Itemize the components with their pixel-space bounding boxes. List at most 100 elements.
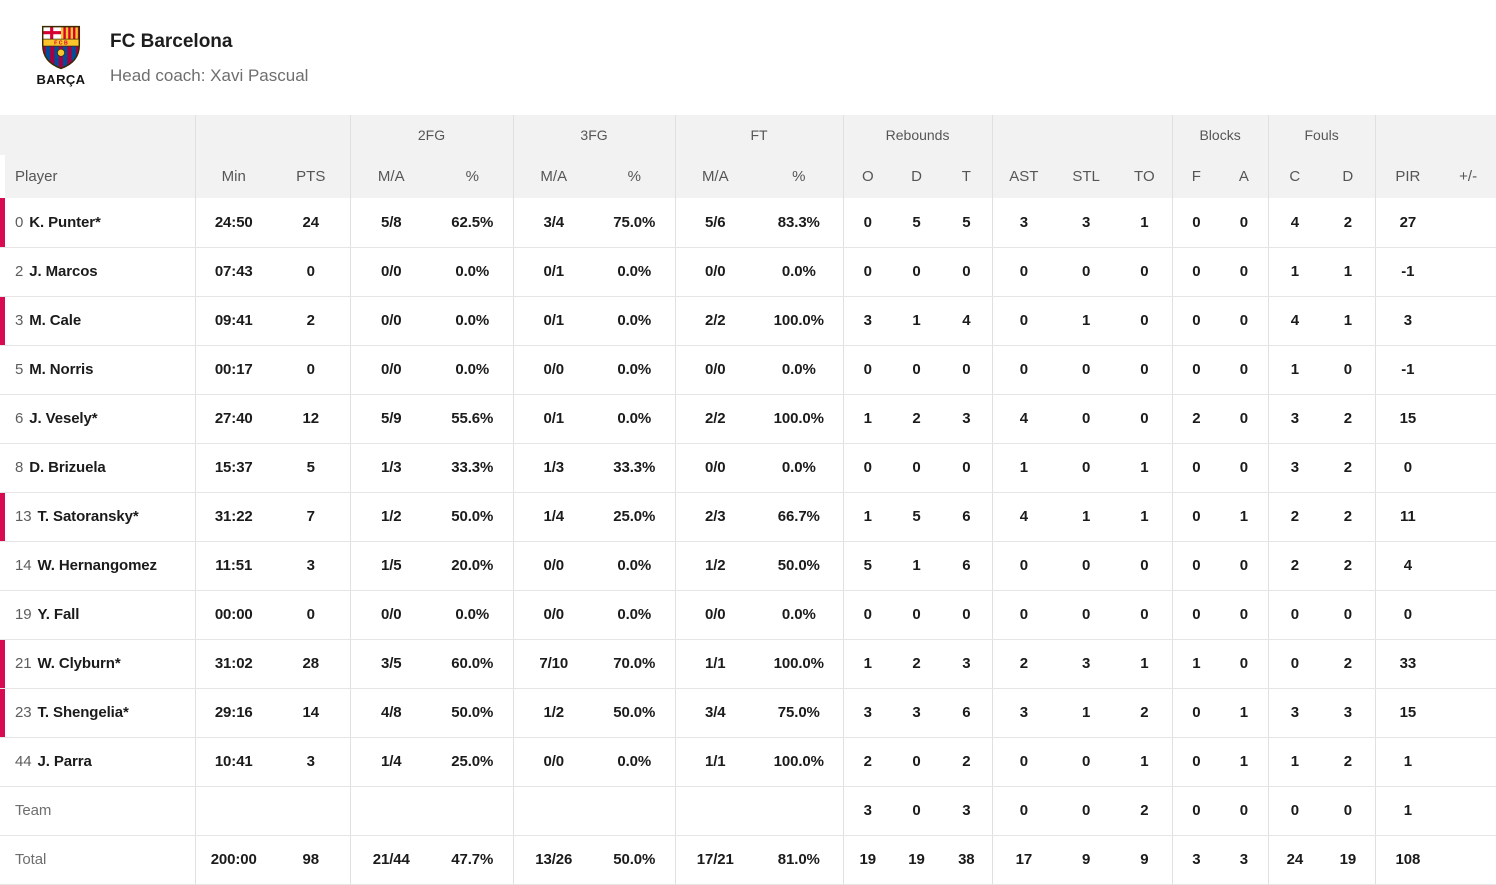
player-name[interactable]: K. Punter*	[29, 213, 101, 231]
jersey-number: 44	[15, 753, 32, 770]
stat-cell-stl: 1	[1055, 688, 1118, 738]
player-name[interactable]: D. Brizuela	[29, 459, 106, 476]
group-header-3fg: 3FG	[512, 115, 676, 155]
stat-cell-blk-f: 0	[1171, 443, 1221, 493]
jersey-number: 0	[15, 213, 24, 231]
stat-cell-to: 0	[1117, 247, 1173, 297]
column-header-blk-a: A	[1220, 155, 1269, 198]
stat-cell-ast: 0	[991, 737, 1056, 787]
player-name[interactable]: J. Marcos	[29, 263, 98, 280]
stat-cell-blk-a: 0	[1220, 443, 1269, 493]
stat-cell-pts: 0	[272, 247, 350, 297]
player-cell: 6 J. Vesely*	[0, 394, 195, 444]
column-header-player: Player	[0, 155, 195, 198]
stat-cell-stl: 0	[1055, 247, 1118, 297]
stat-cell-pir: 0	[1374, 590, 1441, 640]
stat-cell-blk-f: 0	[1171, 296, 1221, 346]
column-header-foul-d: D	[1321, 155, 1376, 198]
stat-cell-stl: 0	[1055, 786, 1118, 836]
jersey-number: 6	[15, 410, 24, 427]
player-name[interactable]: M. Norris	[29, 361, 94, 378]
stat-cell-reb-t: 2	[941, 737, 993, 787]
stat-cell-ft-pct: 100.0%	[755, 394, 844, 444]
stat-cell-ft-pct: 100.0%	[755, 639, 844, 689]
club-crest-caption: BARÇA	[36, 72, 86, 87]
stat-cell-blk-a: 0	[1220, 590, 1269, 640]
player-name[interactable]: W. Hernangomez	[37, 557, 158, 574]
column-header-ast: AST	[991, 155, 1056, 198]
stat-cell-reb-o: 3	[842, 786, 893, 836]
stat-cell-ast: 0	[991, 247, 1056, 297]
column-header-stl: STL	[1055, 155, 1118, 198]
stat-cell-ft-pct: 100.0%	[755, 737, 844, 787]
on-court-indicator	[0, 639, 5, 687]
team-row-label: Team	[15, 802, 52, 819]
stat-cell-ft-ma: 0/0	[674, 443, 756, 493]
column-header-2fg-pct: %	[432, 155, 514, 198]
group-header-2fg: 2FG	[349, 115, 514, 155]
stat-cell-min: 15:37	[194, 443, 272, 493]
stat-cell-blk-f: 0	[1171, 786, 1221, 836]
column-header-pts: PTS	[272, 155, 350, 198]
stat-cell-blk-a: 0	[1220, 394, 1269, 444]
stat-cell-2fg-pct: 0.0%	[432, 345, 514, 395]
total-row: Total 200:00 98 21/44 47.7% 13/26 50.0% 17/21 81…	[0, 835, 1496, 885]
player-cell: 2 J. Marcos	[0, 247, 195, 297]
player-name[interactable]: T. Satoransky*	[37, 508, 139, 525]
on-court-indicator	[0, 492, 5, 540]
stat-cell-2fg-ma: 1/5	[349, 541, 432, 591]
column-header-reb-o: O	[842, 155, 893, 198]
player-name[interactable]: J. Parra	[37, 753, 92, 770]
stat-cell-pts: 12	[272, 394, 350, 444]
stat-cell-ft-ma: 17/21	[674, 835, 756, 885]
stat-cell-ft-ma: 2/3	[674, 492, 756, 542]
stat-cell-to: 1	[1117, 737, 1173, 787]
stat-cell-3fg-pct: 75.0%	[594, 198, 676, 248]
stat-cell-plus-minus	[1440, 737, 1496, 787]
stat-cell-plus-minus	[1440, 296, 1496, 346]
stat-cell-stl: 0	[1055, 590, 1118, 640]
stat-cell-ast: 0	[991, 786, 1056, 836]
stat-cell-foul-c: 3	[1267, 443, 1322, 493]
stat-cell-min: 07:43	[194, 247, 272, 297]
team-row-label-cell: Team	[0, 786, 195, 836]
stat-cell-reb-t: 0	[941, 443, 993, 493]
player-name[interactable]: Y. Fall	[37, 606, 80, 623]
stat-cell-ft-pct	[755, 786, 844, 836]
stat-cell-pir: 3	[1374, 296, 1441, 346]
stat-cell-pir: 33	[1374, 639, 1441, 689]
stat-cell-ft-pct: 0.0%	[755, 345, 844, 395]
player-name[interactable]: T. Shengelia*	[37, 704, 129, 721]
stat-cell-foul-d: 2	[1321, 541, 1376, 591]
stat-cell-blk-a: 1	[1220, 492, 1269, 542]
stat-cell-reb-o: 2	[842, 737, 893, 787]
stat-cell-blk-a: 0	[1220, 639, 1269, 689]
stat-cell-plus-minus	[1440, 247, 1496, 297]
stat-cell-blk-a: 0	[1220, 541, 1269, 591]
stat-cell-2fg-pct: 50.0%	[432, 688, 514, 738]
stat-cell-3fg-ma: 1/3	[512, 443, 595, 493]
total-row-label-cell: Total	[0, 835, 195, 885]
player-name[interactable]: J. Vesely*	[29, 410, 98, 427]
stat-cell-2fg-pct: 20.0%	[432, 541, 514, 591]
stat-cell-plus-minus	[1440, 492, 1496, 542]
club-crest-icon: F C B	[41, 25, 81, 70]
stat-cell-to: 1	[1117, 639, 1173, 689]
stat-cell-2fg-pct: 50.0%	[432, 492, 514, 542]
player-name[interactable]: M. Cale	[29, 312, 82, 329]
stat-cell-pts: 0	[272, 345, 350, 395]
stat-cell-plus-minus	[1440, 688, 1496, 738]
stat-cell-min: 10:41	[194, 737, 272, 787]
stat-cell-ft-pct: 81.0%	[755, 835, 844, 885]
stat-cell-ft-ma: 0/0	[674, 345, 756, 395]
stat-cell-blk-f: 0	[1171, 247, 1221, 297]
stat-cell-3fg-ma: 0/1	[512, 394, 595, 444]
box-score-table: 2FG 3FG FT Rebounds Blocks Fouls Player Min PTS M…	[0, 115, 1496, 885]
stat-cell-reb-o: 0	[842, 198, 893, 248]
player-name[interactable]: W. Clyburn*	[37, 655, 121, 672]
stat-cell-2fg-pct: 60.0%	[432, 639, 514, 689]
stat-cell-3fg-pct: 33.3%	[594, 443, 676, 493]
stat-cell-ast: 0	[991, 296, 1056, 346]
team-row: Team 3 0 3 0 0 2 0 0 0 0 1	[0, 786, 1496, 836]
stat-cell-blk-a: 0	[1220, 198, 1269, 248]
